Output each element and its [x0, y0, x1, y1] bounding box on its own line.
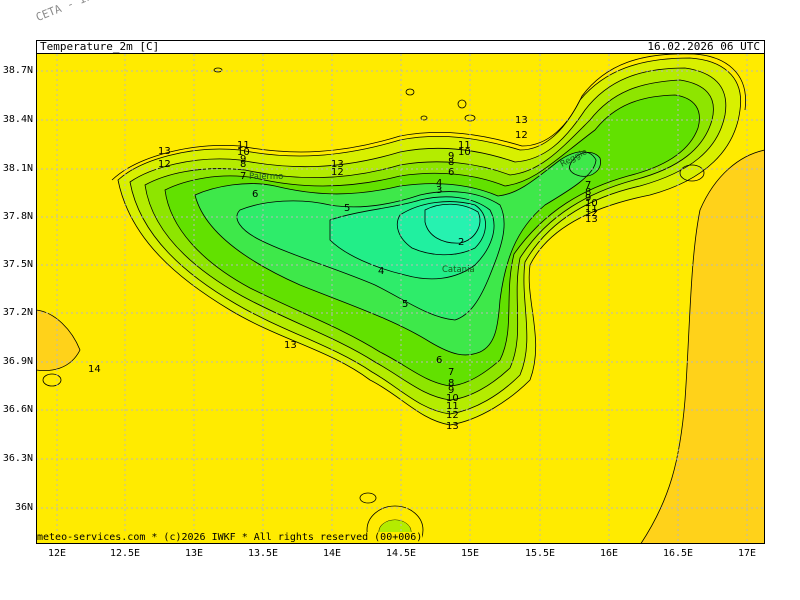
contour-label: 2: [458, 237, 464, 248]
contour-label: 6: [448, 167, 454, 178]
warm-sea-east: [640, 150, 765, 544]
contour-label: 9: [448, 385, 454, 396]
contour-label: 10: [458, 147, 471, 158]
map-title: Temperature_2m [C]: [40, 40, 160, 53]
lon-label: 16E: [599, 548, 619, 559]
land-band-reggio: [569, 152, 601, 177]
lat-label: 37.2N: [2, 307, 33, 318]
lon-label: 15.5E: [524, 548, 556, 559]
contour-label: 10: [237, 147, 250, 158]
lat-label: 36.3N: [2, 453, 33, 464]
land-band-2: [425, 204, 480, 244]
isotherm-lines: [36, 54, 765, 544]
lat-label: 36.9N: [2, 356, 33, 367]
lat-label: 38.4N: [2, 114, 33, 125]
contour-label: 12: [158, 159, 171, 170]
copyright-footer: meteo-services.com * (c)2026 IWKF * All …: [37, 532, 423, 543]
lon-label: 12.5E: [109, 548, 141, 559]
contour-label: 11: [237, 140, 250, 151]
lon-label: 13E: [184, 548, 204, 559]
contour-label: 6: [436, 355, 442, 366]
contour-label: 13: [331, 159, 344, 170]
contour-label: 8: [448, 378, 454, 389]
lat-label: 36.6N: [2, 404, 33, 415]
contour-label: 3: [436, 185, 442, 196]
valid-time: 16.02.2026 06 UTC: [647, 40, 760, 53]
contour-label: 4: [436, 178, 442, 189]
contour-label: 12: [515, 130, 528, 141]
contour-label: 4: [378, 266, 384, 277]
lat-label: 38.7N: [2, 65, 33, 76]
lat-label: 37.8N: [2, 211, 33, 222]
contour-label: 12: [585, 208, 598, 219]
contour-label: 13: [158, 146, 171, 157]
contour-label: 11: [585, 204, 598, 215]
place-catania: Catania: [442, 265, 475, 275]
place-palermo: Palermo: [249, 172, 283, 182]
contour-label: 8: [240, 159, 246, 170]
warm-sea-west: [36, 310, 80, 371]
lat-label: 38.1N: [2, 163, 33, 174]
contour-label: 12: [331, 167, 344, 178]
contour-label: 10: [585, 198, 598, 209]
map-frame: [36, 53, 765, 544]
contour-label: 7: [240, 171, 246, 182]
contour-label: 10: [446, 393, 459, 404]
lon-label: 16.5E: [662, 548, 694, 559]
contour-label: 11: [458, 140, 471, 151]
contour-labels: 13 12 11 10 9 8 7 6 13 12 5 4 5 13 14 11…: [88, 115, 598, 432]
contour-label: 13: [585, 214, 598, 225]
contour-label: 9: [240, 154, 246, 165]
contour-label: 5: [402, 299, 408, 310]
lon-label: 17E: [737, 548, 757, 559]
contour-label: 12: [446, 410, 459, 421]
contour-label: 7: [585, 180, 591, 191]
lat-lon-grid: [36, 54, 765, 544]
lat-label: 37.5N: [2, 259, 33, 270]
contour-label: 8: [448, 157, 454, 168]
contour-label: 11: [446, 401, 459, 412]
lon-label: 15E: [460, 548, 480, 559]
lon-label: 14E: [322, 548, 342, 559]
contour-label: 9: [585, 193, 591, 204]
contour-label: 13: [284, 340, 297, 351]
contour-label: 6: [252, 189, 258, 200]
contour-label: 13: [515, 115, 528, 126]
contour-label: 9: [448, 151, 454, 162]
lon-label: 12E: [47, 548, 67, 559]
contour-label: 5: [344, 203, 350, 214]
lat-label: 36N: [14, 502, 33, 513]
contour-label: 14: [88, 364, 101, 375]
lon-label: 13.5E: [247, 548, 279, 559]
lon-label: 14.5E: [385, 548, 417, 559]
contour-label: 8: [585, 187, 591, 198]
contour-label: 13: [446, 421, 459, 432]
contour-label: 7: [448, 367, 454, 378]
